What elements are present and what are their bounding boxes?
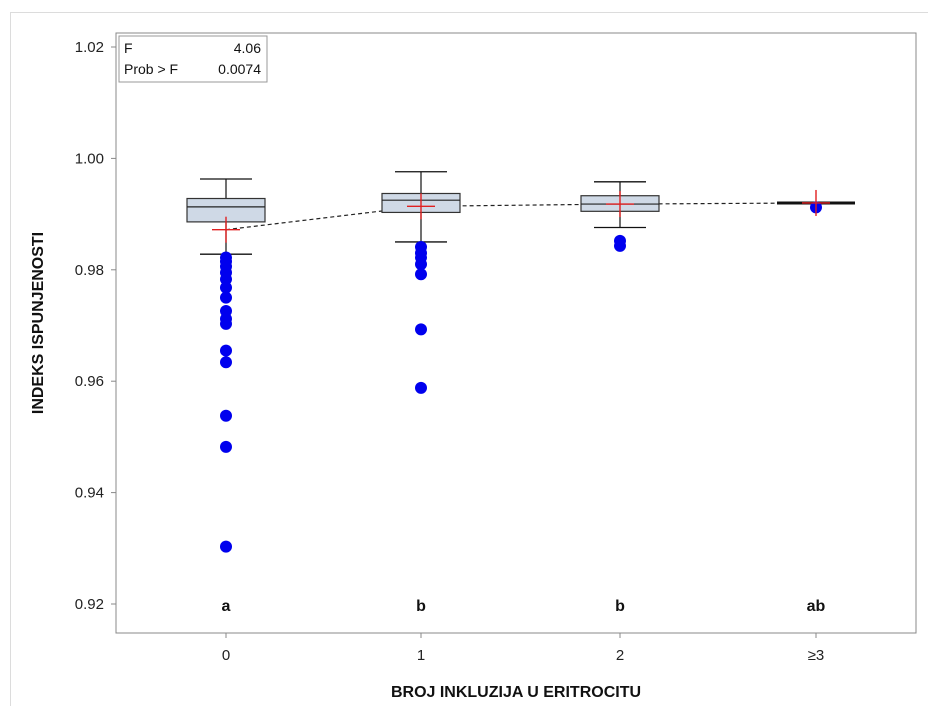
y-tick-label: 0.94 (75, 485, 104, 502)
group-letter-label: b (615, 598, 625, 615)
y-tick-label: 0.98 (75, 262, 104, 279)
x-axis: 0 1 2 ≥3 (222, 633, 824, 664)
box-group-1 (186, 178, 266, 553)
outlier-point (220, 273, 232, 286)
group-letter-label: a (222, 598, 231, 615)
y-tick-label: 0.92 (75, 596, 104, 613)
x-tick-label: ≥3 (808, 647, 825, 664)
outlier-point (220, 409, 232, 422)
outlier-point (220, 540, 232, 553)
outlier-point (415, 268, 427, 281)
plot-area (115, 32, 917, 634)
stats-box-border (118, 35, 268, 83)
group-letter-label: ab (807, 598, 826, 615)
outlier-point (614, 239, 626, 252)
outlier-point (415, 381, 427, 394)
box-group-2 (381, 171, 461, 394)
x-tick-label: 1 (417, 647, 425, 664)
y-tick-label: 0.96 (75, 373, 104, 390)
outlier-point (220, 344, 232, 357)
stat-f-value: 4.06 (234, 40, 261, 56)
stat-p-label: Prob > F (124, 61, 178, 77)
outlier-point (415, 258, 427, 271)
boxes-layer (186, 171, 855, 553)
mean-connecting-line (225, 202, 817, 231)
stat-f-label: F (124, 40, 133, 56)
outlier-point (220, 281, 232, 294)
x-axis-title: BROJ INKLUZIJA U ERITROCITU (391, 684, 641, 701)
outlier-point (220, 291, 232, 304)
outlier-point (220, 440, 232, 453)
x-tick-label: 2 (616, 647, 624, 664)
stats-box: F 4.06 Prob > F 0.0074 (118, 35, 268, 83)
mean-line-layer (225, 202, 817, 231)
y-tick-label: 1.00 (75, 150, 104, 167)
group-letter-label: b (416, 598, 426, 615)
x-tick-label: 0 (222, 647, 230, 664)
outlier-point (220, 356, 232, 369)
box-group-4 (777, 189, 855, 216)
y-axis: 0.92 0.94 0.96 0.98 1.00 1.02 (75, 39, 116, 613)
outlier-point (415, 323, 427, 336)
outlier-point (220, 317, 232, 330)
group-letters: a b b ab (222, 598, 826, 615)
y-axis-title: INDEKS ISPUNJENOSTI (30, 232, 47, 414)
y-tick-label: 1.02 (75, 39, 104, 56)
box-group-3 (580, 181, 660, 252)
chart-frame (10, 12, 928, 706)
stat-p-value: 0.0074 (218, 61, 261, 77)
